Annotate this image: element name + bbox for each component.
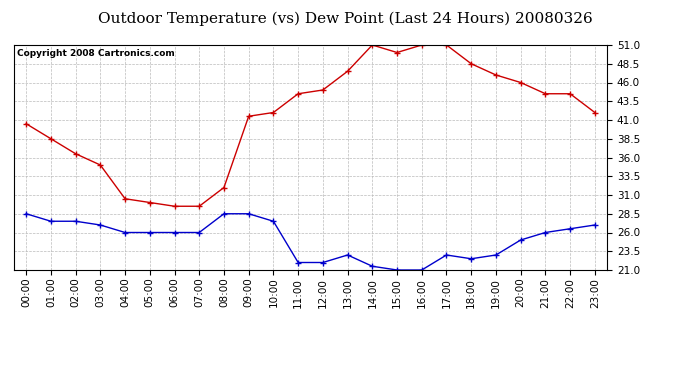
Text: Outdoor Temperature (vs) Dew Point (Last 24 Hours) 20080326: Outdoor Temperature (vs) Dew Point (Last… bbox=[97, 11, 593, 26]
Text: Copyright 2008 Cartronics.com: Copyright 2008 Cartronics.com bbox=[17, 50, 175, 58]
